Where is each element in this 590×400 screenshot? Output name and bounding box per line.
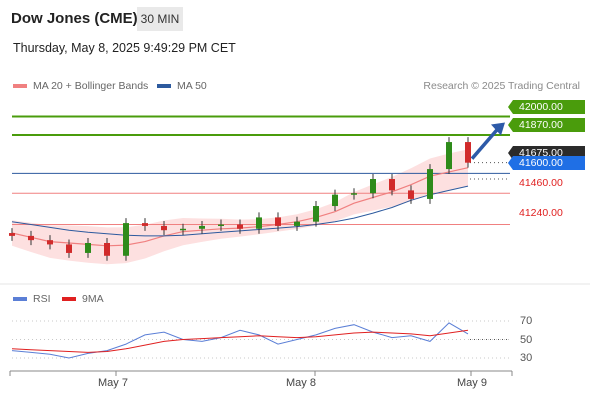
x-label-may9: May 9 — [457, 377, 487, 389]
candle-body — [85, 242, 91, 253]
timeframe-badge[interactable]: 30 MIN — [137, 7, 183, 31]
candle-body — [256, 217, 262, 229]
candle-body — [275, 217, 281, 226]
instrument-title: Dow Jones (CME) — [11, 10, 138, 27]
level-tag-41870: 41870.00 — [508, 118, 585, 132]
level-tag-42000: 42000.00 — [508, 100, 585, 114]
candle-body — [408, 190, 414, 199]
rsi-ma9-line — [11, 329, 469, 353]
chart-datetime: Thursday, May 8, 2025 9:49:29 PM CET — [13, 41, 236, 55]
candle-body — [465, 142, 471, 163]
candle-body — [446, 142, 452, 170]
candle-body — [142, 223, 148, 226]
candle-body — [370, 179, 376, 194]
rsi-legend-swatch — [13, 297, 27, 301]
rsi-tick-30: 30 — [520, 352, 533, 364]
level-tag-41600: 41600.00 — [508, 156, 585, 170]
candle-body — [104, 242, 110, 256]
candle-body — [294, 221, 300, 226]
candle-body — [123, 223, 129, 256]
rsi-tick-50: 50 — [520, 334, 533, 346]
candle-body — [28, 235, 34, 241]
candle-body — [199, 225, 205, 229]
candle-body — [66, 244, 72, 253]
candle-body — [161, 225, 167, 231]
candle-body — [237, 224, 243, 229]
x-label-may8: May 8 — [286, 377, 316, 389]
legend-bollinger: MA 20 + Bollinger Bands — [13, 80, 148, 92]
legend-ma50-swatch — [157, 84, 171, 88]
projection-arrow-head — [491, 122, 505, 136]
legend-ma50: MA 50 — [157, 80, 207, 92]
research-credit: Research © 2025 Trading Central — [423, 80, 580, 92]
rsi-line — [11, 322, 469, 359]
bollinger-band-fill — [12, 149, 468, 265]
legend-bollinger-swatch — [13, 84, 27, 88]
legend-bollinger-label: MA 20 + Bollinger Bands — [33, 80, 149, 92]
rsi-tick-70: 70 — [520, 315, 533, 327]
candle-body — [9, 233, 15, 236]
candle-body — [47, 240, 53, 245]
level-tag-41240: 41240.00 — [519, 207, 563, 219]
candle-body — [389, 179, 395, 191]
x-label-may7: May 7 — [98, 377, 128, 389]
level-tag-41460: 41460.00 — [519, 177, 563, 189]
candle-body — [313, 206, 319, 222]
candle-body — [332, 194, 338, 207]
rsi-legend: RSI — [13, 293, 51, 305]
candle-body — [427, 169, 433, 199]
ma9-legend-label: 9MA — [82, 293, 104, 305]
candle-body — [218, 224, 224, 227]
candle-body — [351, 193, 357, 195]
ma9-legend-swatch — [62, 297, 76, 301]
legend-ma50-label: MA 50 — [177, 80, 207, 92]
chart-header: Dow Jones (CME) 30 MIN — [0, 0, 590, 36]
projection-arrow-shaft — [470, 126, 501, 160]
ma9-legend: 9MA — [62, 293, 104, 305]
rsi-legend-label: RSI — [33, 293, 51, 305]
candle-body — [180, 228, 186, 231]
